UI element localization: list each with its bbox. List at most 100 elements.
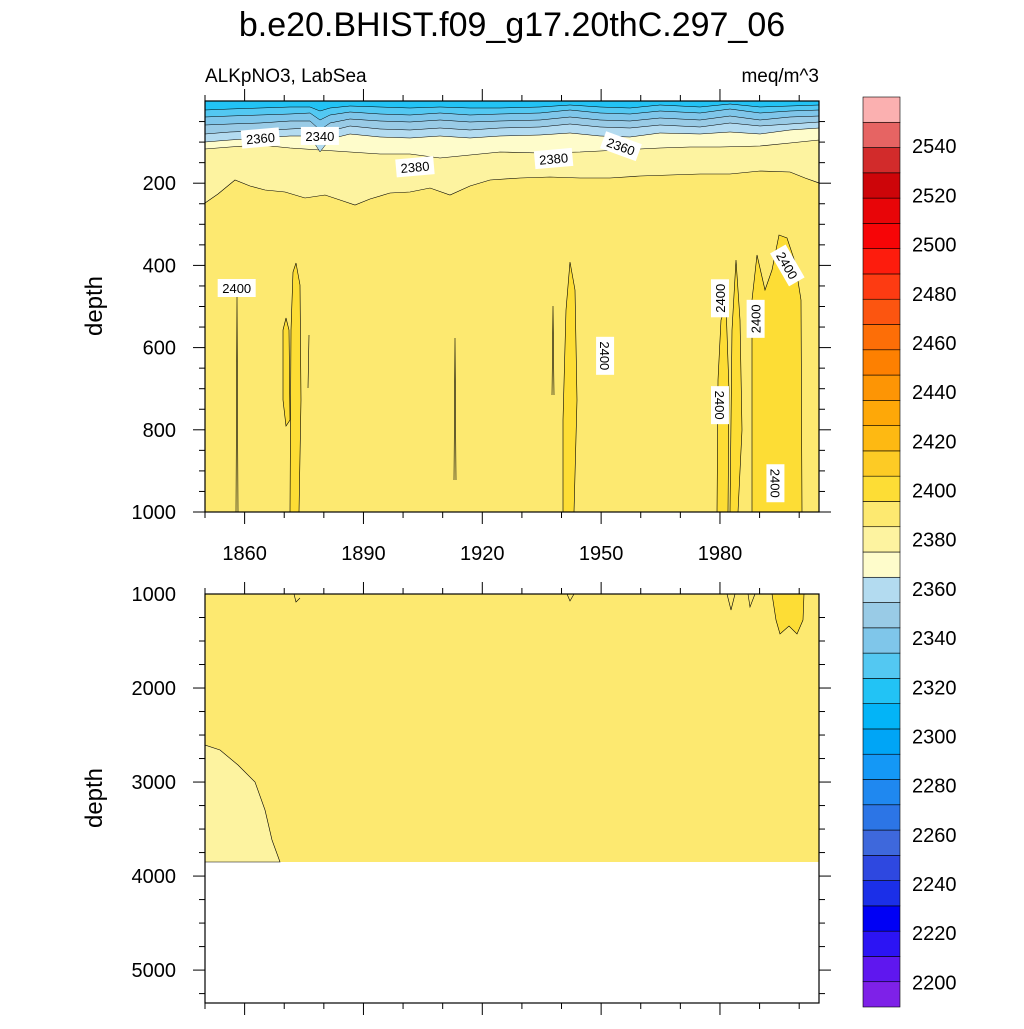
colorbar-label: 2340 <box>912 628 957 650</box>
colorbar-box <box>862 147 901 174</box>
svg-text:2400: 2400 <box>712 391 727 420</box>
colorbar-box <box>862 627 901 654</box>
upper-y-axis-label: depth <box>81 276 108 336</box>
contour-label: 2360 <box>240 127 281 149</box>
upper-2400-core-1985 <box>729 259 743 512</box>
lower-y-tick-label: 3000 <box>132 772 177 794</box>
colorbar-box <box>862 804 901 831</box>
colorbar-box <box>862 930 901 957</box>
colorbar-label: 2460 <box>912 333 957 355</box>
colorbar-box <box>862 223 901 249</box>
lower-y-tick-label: 1000 <box>132 584 177 606</box>
colorbar-box <box>862 602 901 629</box>
colorbar-box <box>862 349 901 376</box>
upper-x-tick-label: 1890 <box>341 543 386 565</box>
upper-panel: 200 400 600 800 1000 1860 1890 1920 1950 1980 23… <box>81 89 831 565</box>
colorbar-box <box>862 880 901 907</box>
upper-ticks <box>193 89 831 524</box>
lower-frame <box>204 593 820 1004</box>
upper-x-tick-label: 1980 <box>698 543 743 565</box>
colorbar-label: 2360 <box>912 579 957 601</box>
lower-y-axis-label: depth <box>81 768 108 828</box>
contour-label: 2400 <box>746 299 765 338</box>
colorbar-box <box>862 172 901 199</box>
colorbar-label: 2300 <box>912 726 957 748</box>
lower-thin-contours <box>293 594 756 611</box>
lower-ticks <box>193 582 831 1015</box>
svg-text:2400: 2400 <box>222 281 251 296</box>
upper-y-tick-label: 1000 <box>132 502 177 524</box>
contour-label: 2400 <box>710 386 729 425</box>
contour-label: 2340 <box>300 126 339 145</box>
colorbar-box <box>862 526 901 553</box>
chart-title: b.e20.BHIST.f09_g17.20thC.297_06 <box>239 6 785 44</box>
svg-text:2380: 2380 <box>539 150 569 167</box>
upper-2320-band <box>205 101 819 112</box>
colorbar-box <box>862 324 901 351</box>
lower-panel: 1000 2000 3000 4000 5000 depth <box>81 582 831 1015</box>
colorbar-label: 2260 <box>912 825 957 847</box>
colorbar-label: 2400 <box>912 481 957 503</box>
colorbar-label: 2440 <box>912 382 957 404</box>
contour-label: 2400 <box>596 336 615 375</box>
svg-text:2340: 2340 <box>305 129 334 144</box>
colorbar-box <box>862 576 901 603</box>
upper-y-tick-label: 600 <box>143 338 176 360</box>
lower-y-tick-labels: 1000 2000 3000 4000 5000 <box>132 584 177 982</box>
colorbar-label: 2220 <box>912 923 957 945</box>
colorbar-box <box>862 779 901 806</box>
lower-y-tick-label: 4000 <box>132 866 177 888</box>
contour-label: 2400 <box>217 279 256 298</box>
svg-text:2360: 2360 <box>245 130 275 147</box>
lower-2400-patch <box>771 594 805 635</box>
colorbar-box <box>862 501 901 528</box>
upper-x-tick-label: 1950 <box>579 543 624 565</box>
colorbar-boxes <box>862 96 901 1008</box>
svg-text:2400: 2400 <box>597 341 612 370</box>
colorbar-box <box>862 450 901 477</box>
upper-y-tick-labels: 200 400 600 800 1000 <box>132 173 177 524</box>
lower-y-tick-label: 2000 <box>132 678 177 700</box>
colorbar-label: 2520 <box>912 185 957 207</box>
upper-2400-core-1870 <box>282 317 291 427</box>
colorbar-label: 2540 <box>912 136 957 158</box>
colorbar-box <box>862 298 901 325</box>
lower-base-fill <box>205 594 819 862</box>
colorbar-label: 2500 <box>912 235 957 257</box>
colorbar-box <box>862 273 901 300</box>
colorbar-box <box>862 728 901 755</box>
colorbar-box <box>862 475 901 502</box>
colorbar-box <box>862 121 901 148</box>
upper-y-tick-label: 400 <box>143 255 176 277</box>
colorbar-box <box>862 652 901 679</box>
colorbar-box <box>862 374 901 401</box>
colorbar-box <box>862 551 901 578</box>
upper-x-tick-labels: 1860 1890 1920 1950 1980 <box>222 543 742 565</box>
colorbar-box <box>862 197 901 224</box>
colorbar-label: 2240 <box>912 874 957 896</box>
upper-contour-labels: 2360 2340 2380 2380 2360 2400 2400 2400 2400 2400… <box>217 126 805 503</box>
upper-y-tick-label: 800 <box>143 420 176 442</box>
colorbar-box <box>862 248 901 275</box>
colorbar-box <box>862 956 901 983</box>
colorbar-box <box>862 425 901 452</box>
contour-label: 2380 <box>395 156 435 178</box>
svg-text:2380: 2380 <box>400 159 430 176</box>
lower-2380-wedge <box>205 744 281 863</box>
contour-label: 2400 <box>766 464 785 503</box>
contour-label: 2380 <box>533 147 574 170</box>
colorbar-label: 2320 <box>912 677 957 699</box>
colorbar-label: 2420 <box>912 431 957 453</box>
contour-label: 2360 <box>600 131 642 162</box>
svg-text:2400: 2400 <box>767 469 782 498</box>
contour-label: 2400 <box>710 279 729 318</box>
upper-x-tick-label: 1860 <box>222 543 267 565</box>
colorbar-label: 2280 <box>912 776 957 798</box>
upper-y-tick-label: 200 <box>143 173 176 195</box>
colorbar-box <box>862 678 901 704</box>
colorbar-labels: 2200 2220 2240 2260 2280 2300 2320 2340 2360 2380… <box>912 136 957 994</box>
svg-text:2400: 2400 <box>713 284 728 313</box>
colorbar-box <box>862 753 901 780</box>
colorbar-box <box>862 981 901 1008</box>
